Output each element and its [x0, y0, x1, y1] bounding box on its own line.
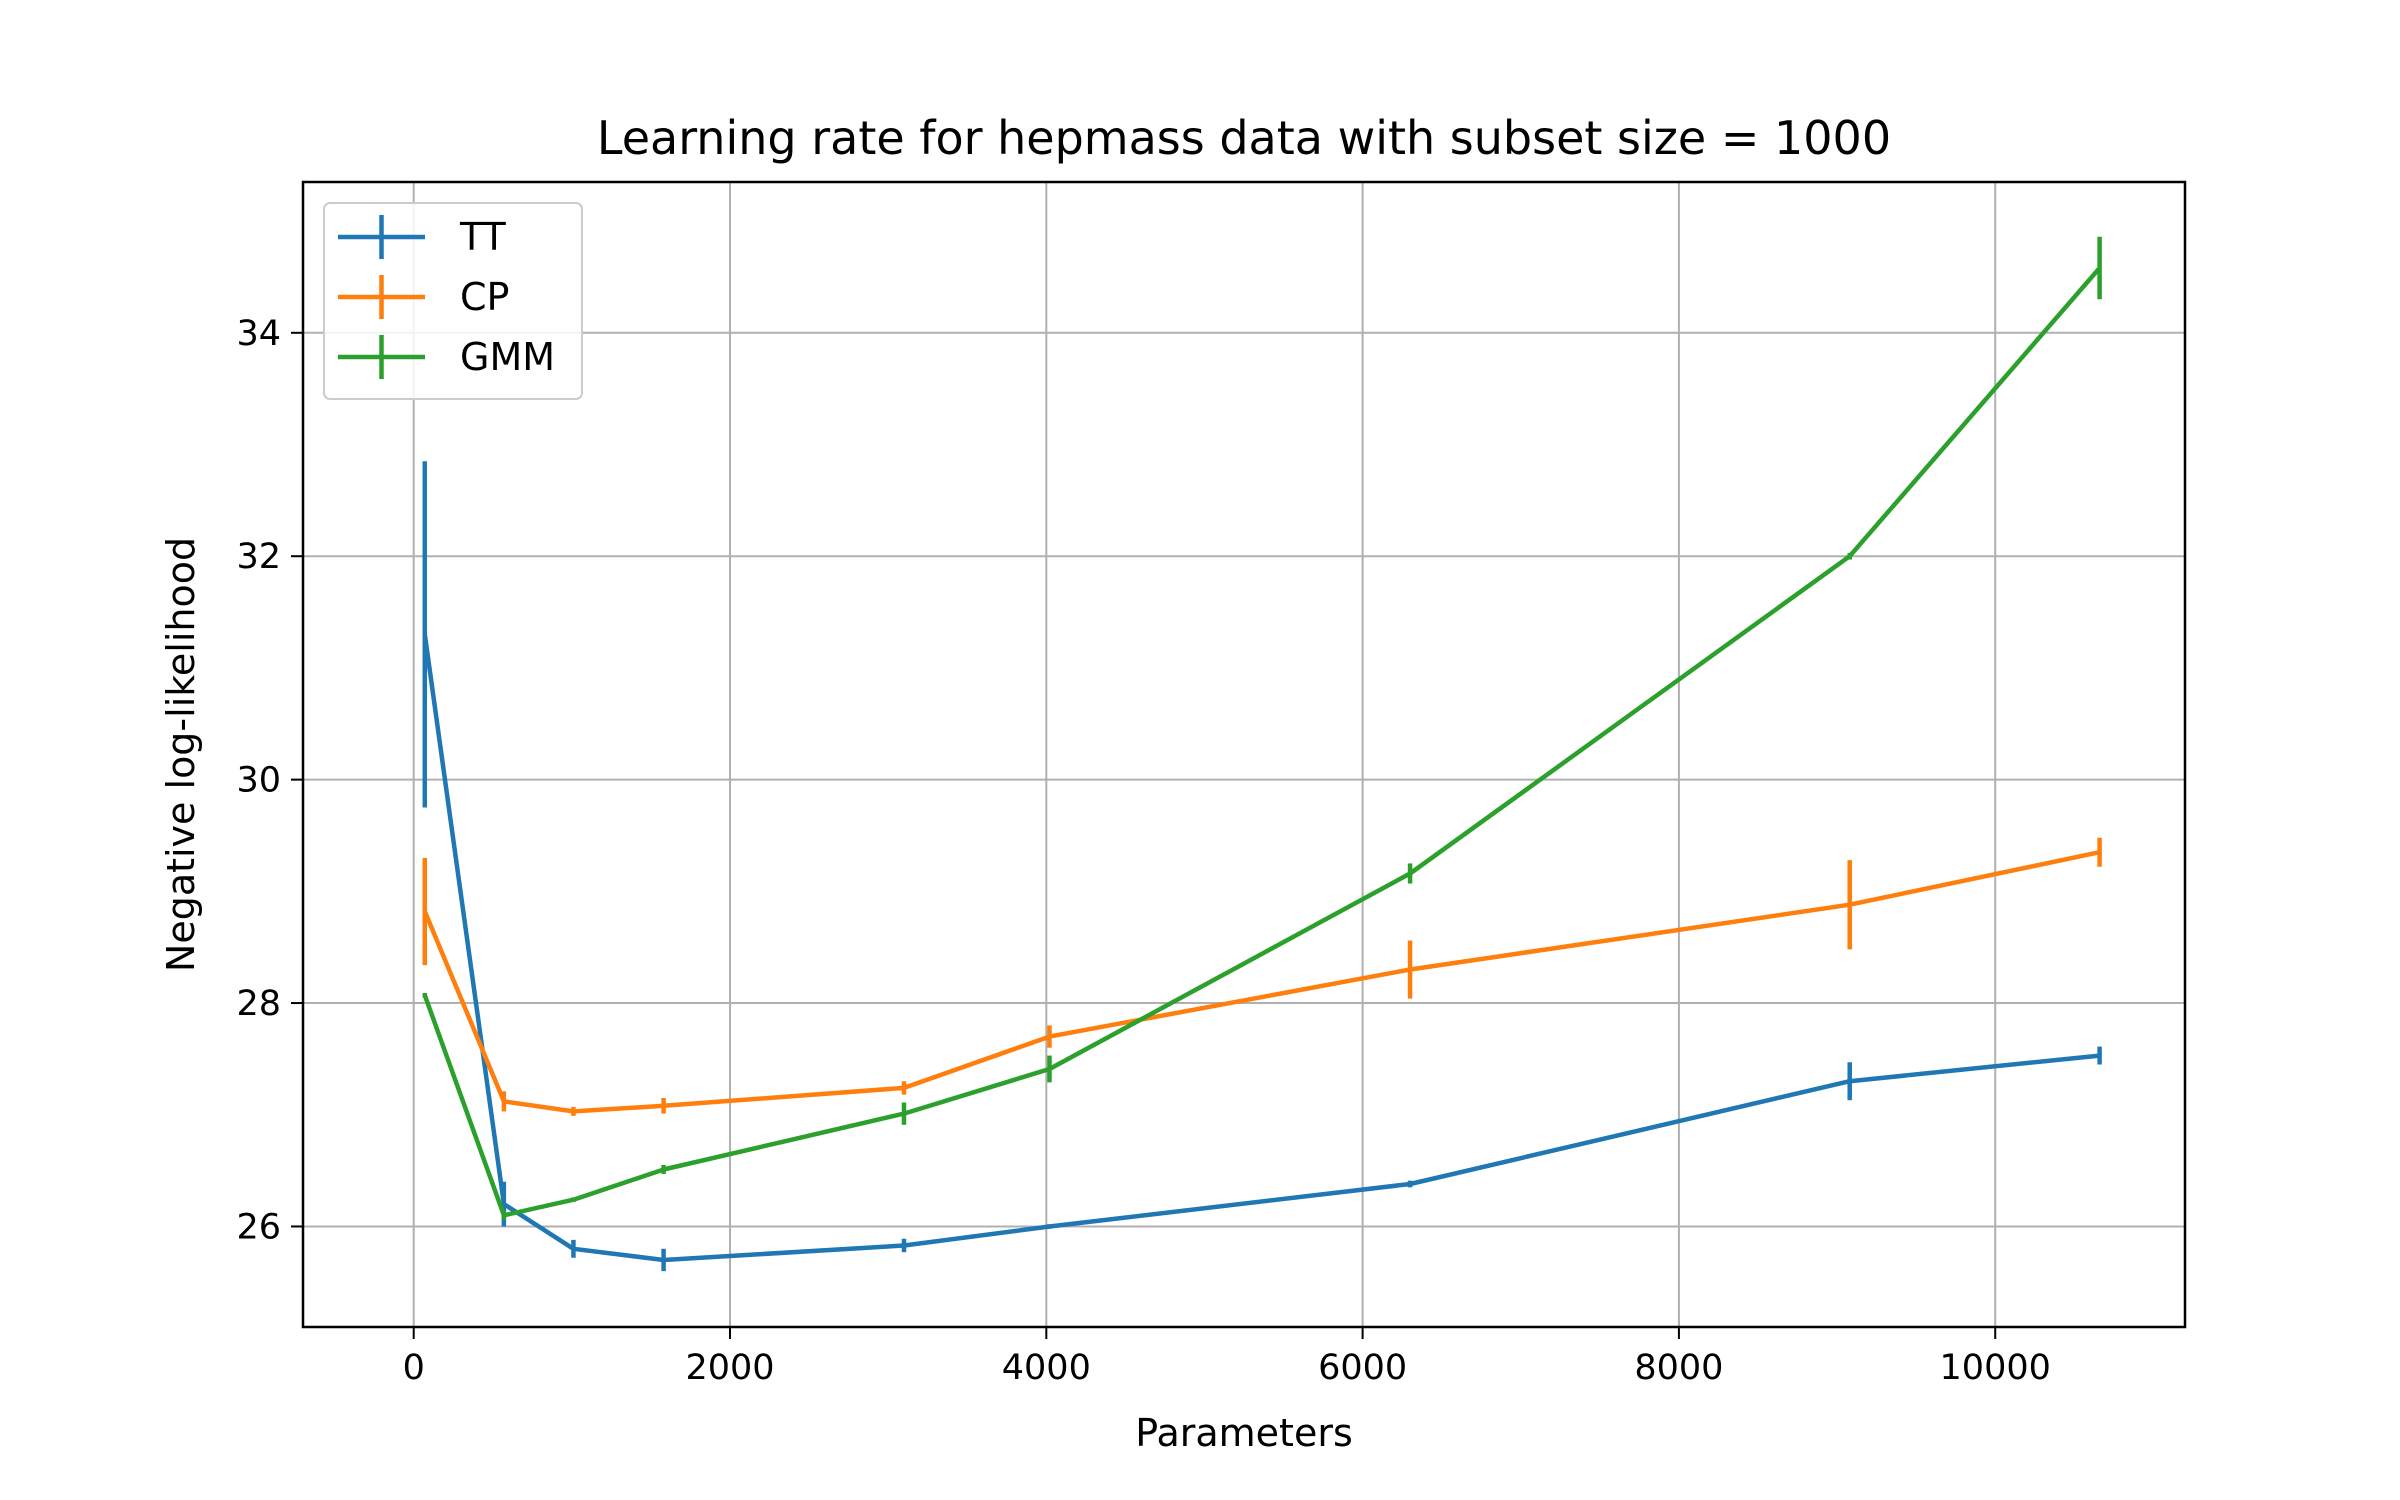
legend-label-tt: TT — [459, 215, 507, 259]
x-tick-label: 8000 — [1634, 1348, 1723, 1388]
y-axis-label: Negative log-likelihood — [159, 537, 203, 972]
y-tick-label: 32 — [236, 537, 281, 577]
x-tick-label: 4000 — [1002, 1348, 1091, 1388]
series-cp — [422, 837, 2102, 1116]
plot-frame — [301, 180, 2187, 1329]
x-tick-label: 10000 — [1940, 1348, 2051, 1388]
y-tick-label: 26 — [236, 1207, 281, 1247]
legend: TT CP GMM — [323, 202, 583, 400]
legend-label-gmm: GMM — [460, 335, 555, 379]
series-layer — [422, 236, 2102, 1272]
x-tick-label: 2000 — [685, 1348, 774, 1388]
series-gmm — [422, 236, 2102, 1220]
x-tick-label: 0 — [403, 1348, 425, 1388]
chart-title: Learning rate for hepmass data with subs… — [597, 111, 1891, 165]
grid — [303, 182, 2185, 1327]
y-tick-label: 28 — [236, 984, 281, 1024]
legend-label-cp: CP — [460, 275, 509, 319]
series-tt — [422, 461, 2102, 1272]
legend-box — [323, 202, 583, 400]
x-tick-label: 6000 — [1318, 1348, 1407, 1388]
ticks: 0 2000 4000 6000 8000 10000 26 28 30 32 34 — [236, 314, 2050, 1388]
x-axis-label: Parameters — [1135, 1411, 1353, 1455]
y-tick-label: 34 — [236, 314, 281, 354]
y-tick-label: 30 — [236, 761, 281, 801]
